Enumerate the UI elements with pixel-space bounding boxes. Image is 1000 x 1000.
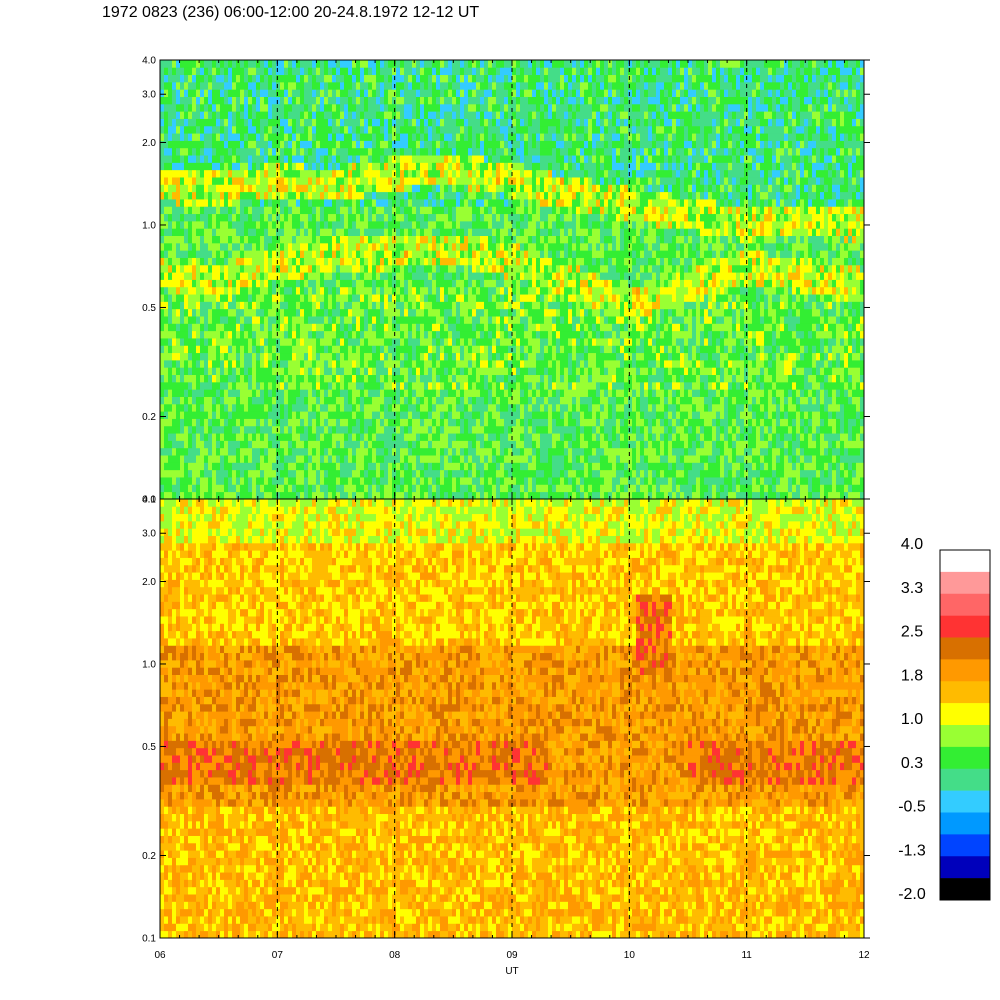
x-tick-label: 07 [272, 950, 284, 961]
y-tick-label: 2.0 [142, 138, 156, 149]
x-tick-label: 12 [858, 950, 870, 961]
colorbar-swatch [940, 790, 990, 813]
colorbar-swatch [940, 571, 990, 595]
colorbar-label: 4.0 [901, 536, 923, 553]
colorbar-label: 0.3 [901, 755, 923, 772]
x-tick-label: 06 [154, 950, 166, 961]
colorbar-label: 1.8 [901, 667, 923, 684]
colorbar: 4.0 3.3 2.5 1.8 1.0 0.3 -0.5 -1.3 -2.0 [898, 536, 991, 903]
colorbar-swatch [940, 725, 990, 748]
colorbar-swatch [940, 593, 990, 616]
y-tick-label: 0.2 [142, 851, 156, 862]
y-tick-label: 0.1 [142, 934, 156, 945]
colorbar-swatch [940, 659, 990, 682]
colorbar-label: -1.3 [898, 842, 926, 859]
colorbar-label: 2.5 [901, 624, 923, 641]
colorbar-swatch [940, 812, 990, 835]
y-tick-label: 0.5 [142, 742, 156, 753]
y-tick-label: 4.0 [142, 56, 156, 67]
x-tick-label: 08 [389, 950, 401, 961]
colorbar-swatch [940, 681, 990, 704]
colorbar-label: 3.3 [901, 580, 923, 597]
colorbar-swatch [940, 550, 990, 573]
colorbar-swatch [940, 768, 990, 791]
y-tick-label: 4.0 [142, 495, 156, 506]
x-tick-label: 10 [624, 950, 636, 961]
y-tick-label: 3.0 [142, 529, 156, 540]
x-tick-label: 11 [741, 950, 752, 961]
x-axis-label: UT [505, 966, 518, 977]
chart-title: 1972 0823 (236) 06:00-12:00 20-24.8.1972… [102, 4, 479, 22]
colorbar-swatch [940, 615, 990, 638]
y-tick-label: 0.1 [142, 495, 156, 506]
colorbar-swatch [940, 834, 990, 857]
colorbar-swatch [940, 746, 990, 770]
colorbar-swatch [940, 637, 990, 660]
y-tick-label: 1.0 [142, 220, 156, 231]
colorbar-label: -0.5 [898, 799, 926, 816]
x-tick-label: 09 [506, 950, 518, 961]
axes: 0.10.20.51.02.03.04.00.10.20.51.02.03.04… [142, 56, 870, 977]
colorbar-swatch [940, 856, 990, 879]
colorbar-label: 1.0 [901, 711, 923, 728]
y-tick-label: 2.0 [142, 577, 156, 588]
y-tick-label: 0.2 [142, 412, 156, 423]
y-tick-label: 3.0 [142, 90, 156, 101]
colorbar-swatch [940, 878, 990, 901]
colorbar-label: -2.0 [898, 886, 926, 903]
y-tick-label: 0.5 [142, 303, 156, 314]
y-tick-label: 1.0 [142, 659, 156, 670]
colorbar-swatch [940, 703, 990, 726]
